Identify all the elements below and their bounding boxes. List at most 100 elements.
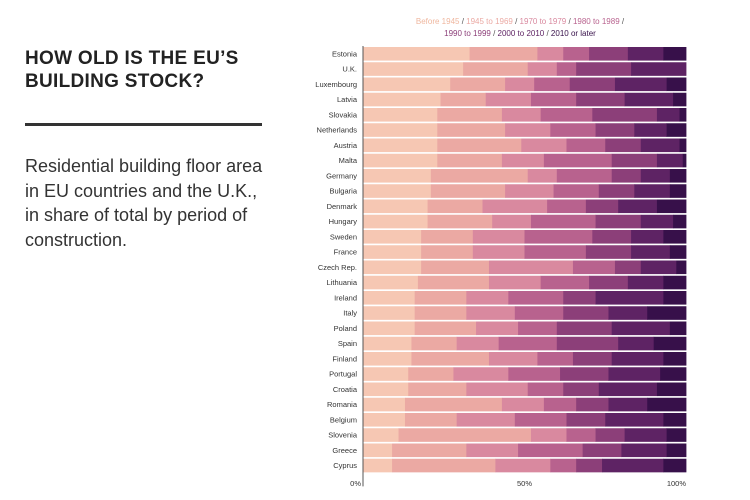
bar-segment (466, 306, 516, 320)
bar-segment (556, 336, 619, 351)
bar-segment (572, 352, 613, 366)
bar-segment (440, 92, 487, 107)
bar-segment (582, 443, 622, 458)
bar-segment (488, 260, 574, 275)
legend-separator: / (566, 17, 573, 26)
bar-segment (421, 260, 490, 275)
category-label: Slovenia (328, 431, 358, 440)
category-label: France (334, 248, 357, 257)
category-label: Luxembourg (315, 80, 357, 89)
bar-segment (437, 108, 503, 122)
bar-segment (666, 77, 687, 92)
bar-segment (595, 123, 635, 137)
bar-segment (679, 108, 687, 122)
chart-legend: Before 1945 / 1945 to 1969 / 1970 to 197… (355, 16, 685, 40)
bar-segment (608, 367, 661, 381)
bar-segment (495, 458, 551, 473)
bar-segment (663, 47, 687, 61)
bar-segment (589, 47, 629, 61)
bar-segment (660, 367, 687, 381)
bar-segment (653, 336, 687, 351)
bar-segment (566, 413, 606, 427)
category-label: U.K. (342, 65, 357, 74)
bar-segment (537, 352, 574, 366)
bar-segment (547, 199, 587, 214)
bar-segment (363, 169, 432, 183)
category-label: Netherlands (317, 126, 358, 135)
bar-segment (501, 397, 545, 412)
bar-segment (556, 321, 613, 336)
category-label: Ireland (334, 293, 357, 302)
bar-segment (563, 306, 609, 320)
bar-segment (466, 382, 529, 397)
bar-segment (453, 367, 509, 381)
bar-segment (363, 397, 406, 412)
bar-segment (569, 77, 616, 92)
bar-segment (640, 138, 680, 153)
bar-segment (437, 123, 506, 137)
bar-segment (611, 352, 664, 366)
bar-segment (585, 199, 619, 214)
category-label: Poland (334, 324, 357, 333)
category-label: Lithuania (327, 278, 358, 287)
bar-segment (505, 77, 535, 92)
bar-segment (363, 275, 419, 290)
bar-segment (595, 291, 664, 305)
bar-segment (647, 397, 687, 412)
bar-segment (598, 382, 658, 397)
legend-item-2: 1945 to 1969 (466, 17, 513, 26)
bar-segment (492, 214, 532, 229)
bar-segment (398, 428, 532, 442)
bar-segment (576, 397, 609, 412)
bar-segment (472, 230, 525, 244)
bar-segment (404, 397, 503, 412)
bar-segment (363, 367, 409, 381)
bar-segment (560, 367, 609, 381)
bar-segment (673, 214, 687, 229)
category-label: Germany (326, 171, 357, 180)
bar-segment (363, 321, 416, 336)
bar-segment (466, 443, 519, 458)
legend-separator: / (490, 29, 498, 38)
bar-segment (363, 47, 470, 61)
bar-segment (624, 428, 668, 442)
bar-segment (514, 413, 567, 427)
bar-segment (598, 184, 635, 198)
bar-segment (456, 336, 500, 351)
bar-segment (414, 291, 467, 305)
bar-segment (527, 169, 558, 183)
bar-segment (466, 291, 509, 305)
bar-segment (363, 428, 399, 442)
bar-segment (556, 169, 613, 183)
bar-segment (550, 123, 596, 137)
legend-item-7: 2010 or later (550, 29, 596, 38)
bar-segment (585, 245, 632, 259)
bar-segment (663, 413, 687, 427)
bar-segment (656, 199, 687, 214)
legend-item-3: 1970 to 1979 (519, 17, 567, 26)
bar-segment (363, 352, 412, 366)
bar-segment (631, 245, 671, 259)
bar-segment (363, 77, 451, 92)
bar-segment (530, 428, 567, 442)
bar-segment (488, 275, 542, 290)
legend-separator: / (544, 29, 551, 38)
bar-segment (666, 428, 687, 442)
bar-segment (363, 108, 438, 122)
bar-segment (421, 245, 474, 259)
bar-segment (363, 184, 432, 198)
bar-segment (508, 367, 561, 381)
bar-segment (414, 306, 467, 320)
bar-segment (656, 108, 680, 122)
bar-segment (592, 230, 632, 244)
category-label: Spain (338, 339, 357, 348)
legend-separator: / (619, 17, 625, 26)
bar-segment (556, 62, 577, 76)
bar-segment (589, 275, 629, 290)
bar-segment (618, 336, 655, 351)
category-label: Latvia (337, 95, 358, 104)
bar-segment (363, 443, 393, 458)
bar-segment (518, 321, 558, 336)
bar-segment (673, 92, 687, 107)
